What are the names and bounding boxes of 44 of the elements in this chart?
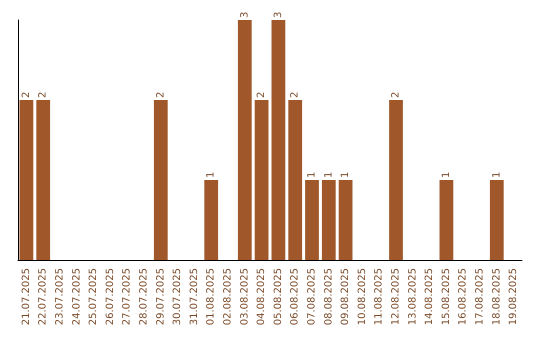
x-tick-label: 16.08.2025 [458, 268, 469, 326]
data-label: 3 [272, 12, 284, 18]
data-label: 1 [340, 172, 352, 178]
x-tick-label: 02.08.2025 [222, 268, 234, 326]
data-label: 2 [256, 92, 268, 98]
x-tick-label: 18.08.2025 [491, 268, 502, 326]
x-tick-label: 14.08.2025 [424, 268, 436, 326]
x-tick-label: 12.08.2025 [390, 268, 402, 326]
x-tick-label: 04.08.2025 [256, 268, 268, 326]
data-label: 2 [390, 92, 402, 98]
data-label: 2 [155, 92, 166, 98]
x-tick-label: 01.08.2025 [206, 268, 217, 326]
x-tick-label: 25.07.2025 [88, 268, 100, 326]
x-tick-label: 13.08.2025 [407, 268, 418, 326]
x-tick-label: 03.08.2025 [239, 268, 250, 326]
x-tick-label: 22.07.2025 [38, 268, 49, 326]
data-label: 1 [306, 172, 318, 178]
x-tick-label: 19.08.2025 [508, 268, 520, 326]
x-tick-label: 08.08.2025 [323, 268, 334, 326]
x-tick-label: 27.07.2025 [122, 268, 133, 326]
x-tick-label: 15.08.2025 [440, 268, 452, 326]
x-tick-label: 30.07.2025 [172, 268, 184, 326]
x-tick-label: 10.08.2025 [356, 268, 368, 326]
x-tick-label: 31.07.2025 [188, 268, 200, 326]
data-label: 1 [323, 172, 334, 178]
data-label: 2 [20, 92, 32, 98]
data-label: 1 [206, 172, 217, 178]
x-tick-label: 23.07.2025 [54, 268, 66, 326]
x-tick-label: 24.07.2025 [71, 268, 82, 326]
data-label: 1 [491, 172, 502, 178]
x-tick-label: 26.07.2025 [104, 268, 116, 326]
data-label: 3 [239, 12, 250, 18]
data-label: 2 [290, 92, 301, 98]
x-tick-label: 29.07.2025 [155, 268, 166, 326]
x-tick-label: 17.08.2025 [474, 268, 486, 326]
x-tick-label: 21.07.2025 [20, 268, 32, 326]
x-tick-label: 11.08.2025 [374, 268, 385, 326]
x-tick-label: 07.08.2025 [306, 268, 318, 326]
data-label: 1 [440, 172, 452, 178]
x-tick-label: 09.08.2025 [340, 268, 352, 326]
x-tick-label: 06.08.2025 [290, 268, 301, 326]
data-label: 2 [38, 92, 49, 98]
x-tick-label: 05.08.2025 [272, 268, 284, 326]
x-tick-label: 28.07.2025 [138, 268, 150, 326]
